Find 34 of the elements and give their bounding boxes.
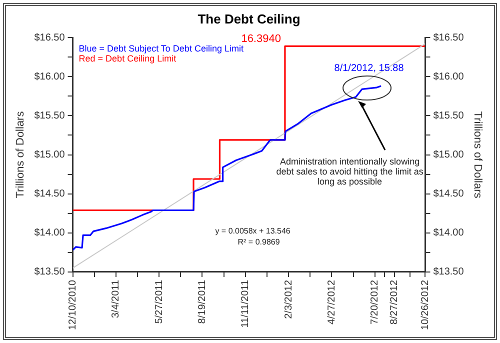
y-tick-label: $15.50 [34,110,66,122]
y2-tick-label: $16.00 [433,71,464,82]
y-tick-label: $16.50 [34,32,66,44]
y2-tick-label: $13.50 [433,266,464,278]
x-tick-label: 7/20/2012 [370,280,381,324]
x-tick-label: 3/4/2011 [110,280,122,318]
annotation: Red = Debt Ceiling Limit [78,54,177,64]
annotation: Blue = Debt Subject To Debt Ceiling Limit [78,44,244,54]
annotation: Administration intentionally slowing debt sales to avoid hitting the limit as long as possible [276,156,424,187]
annotation: 16.3940 [241,32,281,45]
x-tick-label: 2/3/2012 [283,280,294,319]
x-tick-label: 5/27/2011 [154,280,165,324]
y2-tick-label: $15.50 [433,110,464,122]
y-tick-label: $15.00 [34,150,66,161]
x-tick-label: 8/27/2012 [389,280,400,324]
annotation: y = 0.0058x + 13.546 [215,226,291,236]
y-axis-title: Trillions of Dollars [14,110,27,198]
annotation: R² = 0.9869 [238,238,280,247]
chart-title: The Debt Ceiling [198,11,300,26]
y2-tick-label: $15.00 [433,150,464,161]
y-tick-label: $13.50 [34,266,66,278]
y-tick-label: $14.50 [34,188,66,200]
y-tick-label: $16.00 [34,71,66,82]
y2-tick-label: $16.50 [433,32,464,44]
x-tick-label: 11/11/2011 [240,280,252,328]
x-tick-label: 12/10/2010 [68,280,79,330]
y2-axis-title: Trillions of Dollars [471,111,484,199]
annotation: 8/1/2012, 15.88 [334,63,404,74]
x-tick-label: 8/19/2011 [197,280,208,324]
x-tick-label: 10/26/2012 [420,280,431,330]
y2-tick-label: $14.50 [433,188,464,200]
x-tick-label: 4/27/2012 [326,280,338,324]
y2-tick-label: $14.00 [433,228,464,239]
y-tick-label: $14.00 [34,228,66,239]
